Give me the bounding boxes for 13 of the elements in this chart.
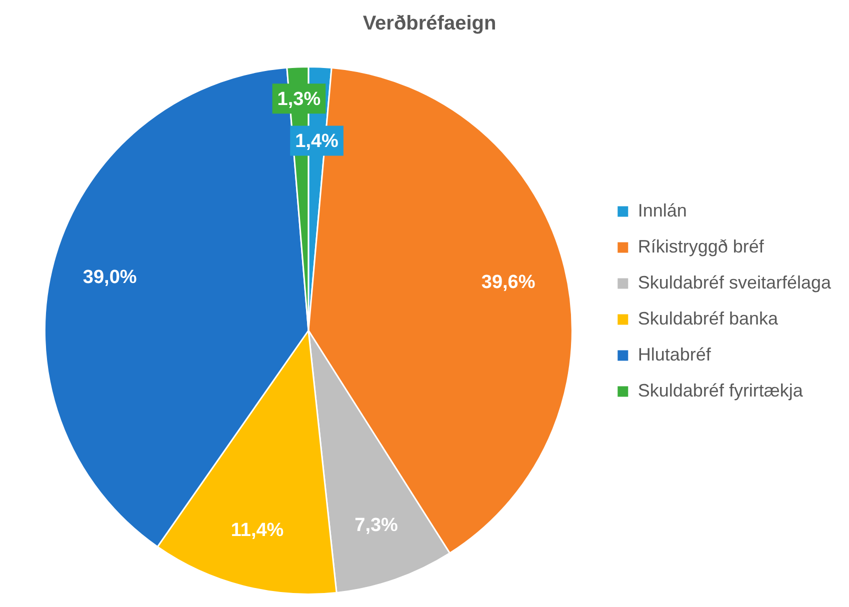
- legend-label: Innlán: [638, 200, 687, 220]
- data-label: 11,4%: [230, 520, 284, 541]
- data-label: 7,3%: [354, 514, 398, 536]
- data-label: 39,6%: [481, 272, 536, 294]
- legend-label: Skuldabréf fyrirtækja: [638, 380, 804, 400]
- data-label: 1,3%: [277, 88, 321, 110]
- legend-label: Skuldabréf sveitarfélaga: [638, 272, 832, 292]
- legend-label: Ríkistryggð bréf: [638, 236, 765, 256]
- data-label: 39,0%: [82, 267, 137, 288]
- data-label: 1,4%: [295, 131, 339, 152]
- legend-label: Hlutabréf: [638, 344, 712, 364]
- legend-label: Skuldabréf banka: [638, 308, 779, 328]
- chart-title: Verðbréfaeign: [362, 12, 496, 35]
